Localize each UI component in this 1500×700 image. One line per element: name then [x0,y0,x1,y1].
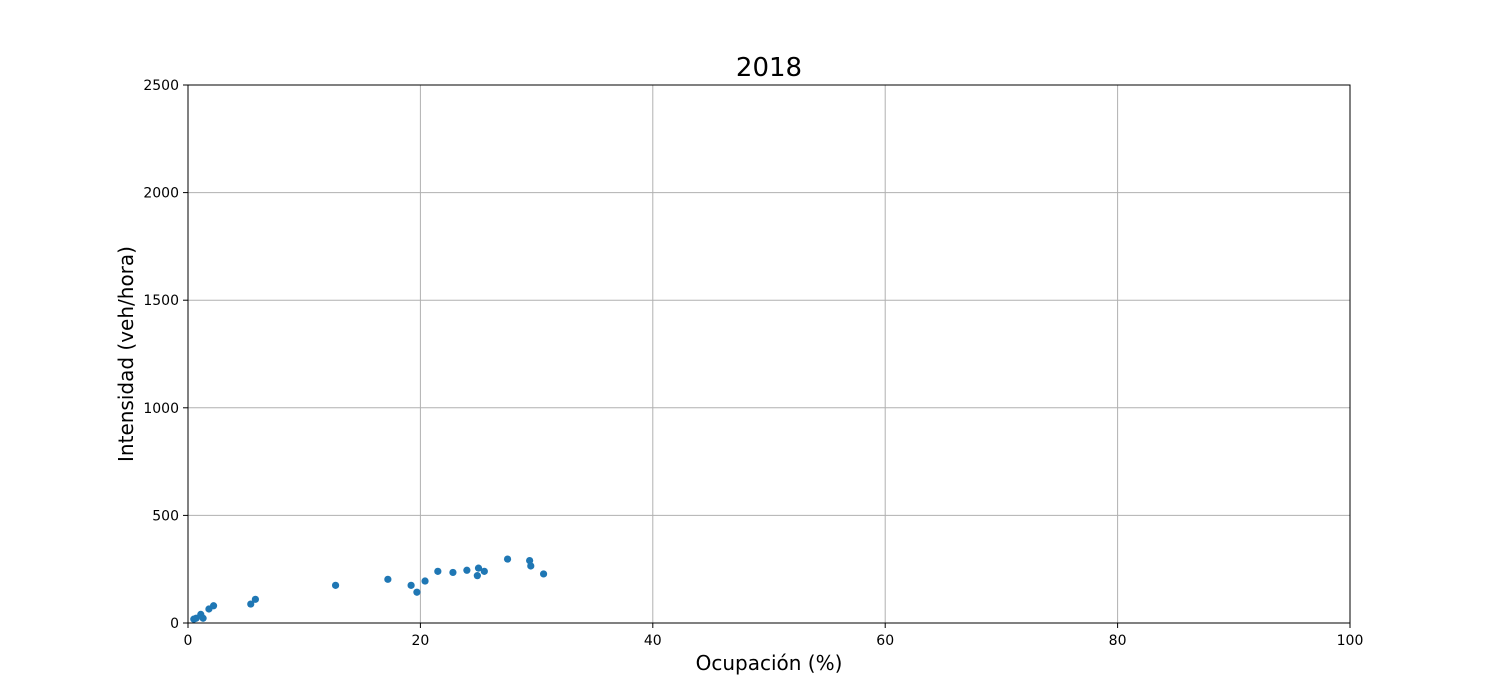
data-point-19 [503,555,512,563]
data-point-3 [199,614,207,622]
y-tick-label-4: 2000 [143,186,179,202]
data-points [190,555,548,623]
data-point-17 [474,564,483,572]
y-tick-label-0: 0 [170,616,179,632]
x-tick-label-1: 20 [411,633,429,649]
data-point-5 [209,602,218,610]
x-tick-label-5: 100 [1337,633,1364,649]
x-tick-label-0: 0 [184,633,193,649]
plot-frame [187,84,1351,624]
y-tick-label-1: 500 [152,508,179,524]
data-point-10 [407,581,415,589]
data-point-9 [384,575,392,583]
data-point-14 [449,568,457,577]
y-tick-label-2: 1000 [143,401,179,417]
data-point-21 [527,562,535,570]
x-axis-label: Ocupación (%) [696,651,843,675]
x-axis-ticks: 0 20 40 60 80 100 [184,623,1364,649]
data-point-18 [480,567,488,575]
data-point-16 [473,572,481,580]
x-tick-label-3: 60 [876,633,894,649]
x-tick-label-2: 40 [644,633,662,649]
y-axis-ticks: 0 500 1000 1500 2000 2500 [143,78,188,632]
data-point-12 [421,577,429,585]
y-tick-label-5: 2500 [143,78,179,94]
data-point-20 [526,556,534,565]
data-point-8 [331,581,340,589]
data-point-6 [247,600,255,608]
data-point-11 [413,588,421,596]
chart-title: 2018 [736,53,802,83]
data-point-22 [539,570,548,578]
data-point-13 [434,567,442,575]
y-axis-label: Intensidad (veh/hora) [114,246,138,462]
data-point-7 [251,595,259,603]
x-tick-label-4: 80 [1109,633,1127,649]
data-point-15 [463,566,471,574]
y-tick-label-3: 1500 [143,293,179,309]
